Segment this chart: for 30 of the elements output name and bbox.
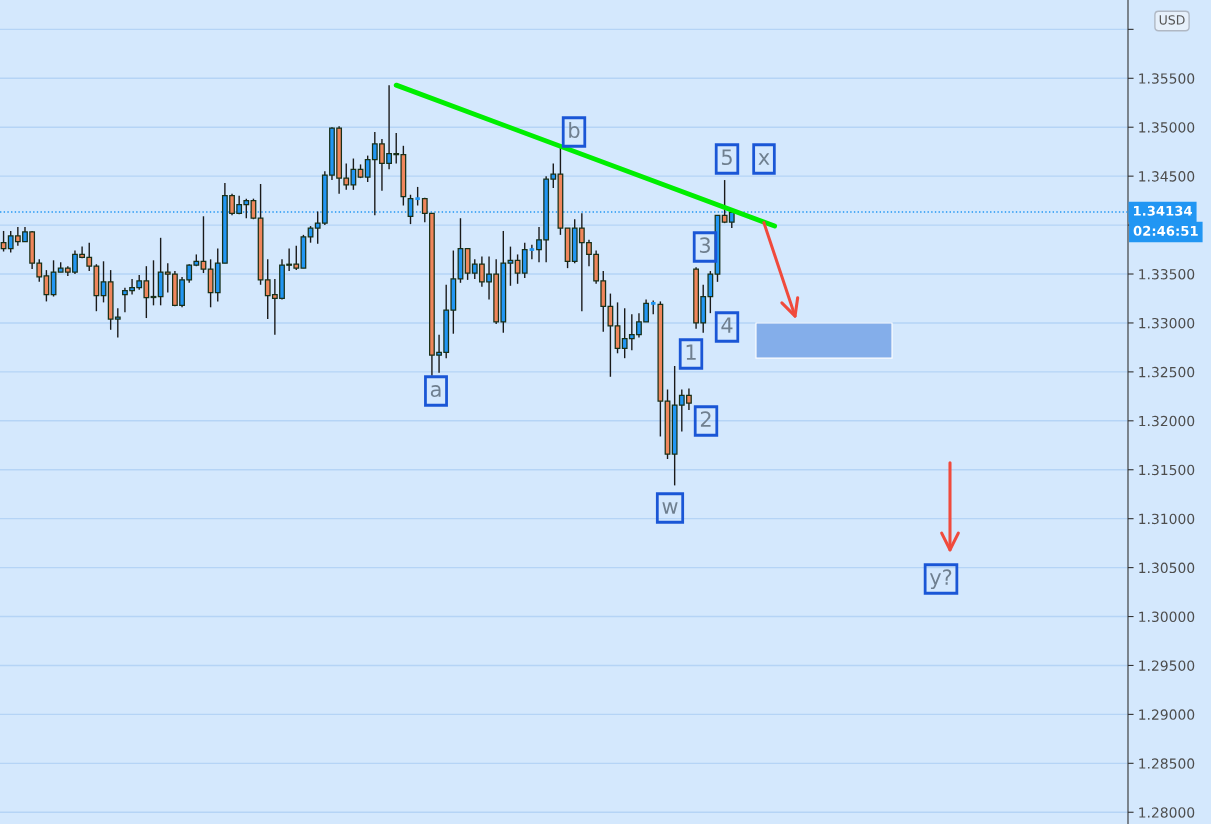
y-tick-label: 1.28500 (1139, 758, 1195, 769)
y-tick-label: 1.32500 (1139, 366, 1195, 378)
y-tick-label: 1.28000 (1139, 807, 1195, 818)
annotation: 1 (686, 344, 696, 360)
y-tick-label: 1.30000 (1139, 611, 1195, 623)
y-tick-label: 1.32000 (1139, 415, 1195, 427)
y-tick-label: 1.29500 (1139, 660, 1195, 671)
y-tick-label: 1.30500 (1139, 562, 1195, 574)
annotation: 5 (721, 149, 732, 166)
text: 02:46:51 (1133, 225, 1198, 236)
annotation: b (569, 121, 580, 139)
y-tick-label: 1.33000 (1139, 317, 1195, 329)
annotation: 3 (699, 237, 710, 254)
candlestick (150, 259, 157, 307)
annotation: a (430, 385, 441, 398)
annotation: w (662, 502, 678, 514)
y-tick-label: 1.29000 (1139, 709, 1195, 720)
text: USD (1159, 15, 1185, 25)
y-tick-label: 1.33500 (1139, 268, 1195, 280)
ref-line-label: 1.34134 (1134, 205, 1192, 216)
annotation: y? (929, 569, 952, 590)
annotation: 2 (700, 411, 711, 427)
y-tick-label: 1.35000 (1139, 122, 1195, 133)
y-tick-label: 1.34500 (1139, 171, 1195, 182)
annotation: 4 (721, 317, 733, 333)
y-tick-label: 1.31500 (1139, 464, 1195, 476)
candlestick (528, 243, 536, 261)
y-tick-label: 1.35500 (1139, 73, 1195, 84)
annotation: x (758, 153, 770, 165)
y-tick-label: 1.31000 (1139, 513, 1195, 525)
